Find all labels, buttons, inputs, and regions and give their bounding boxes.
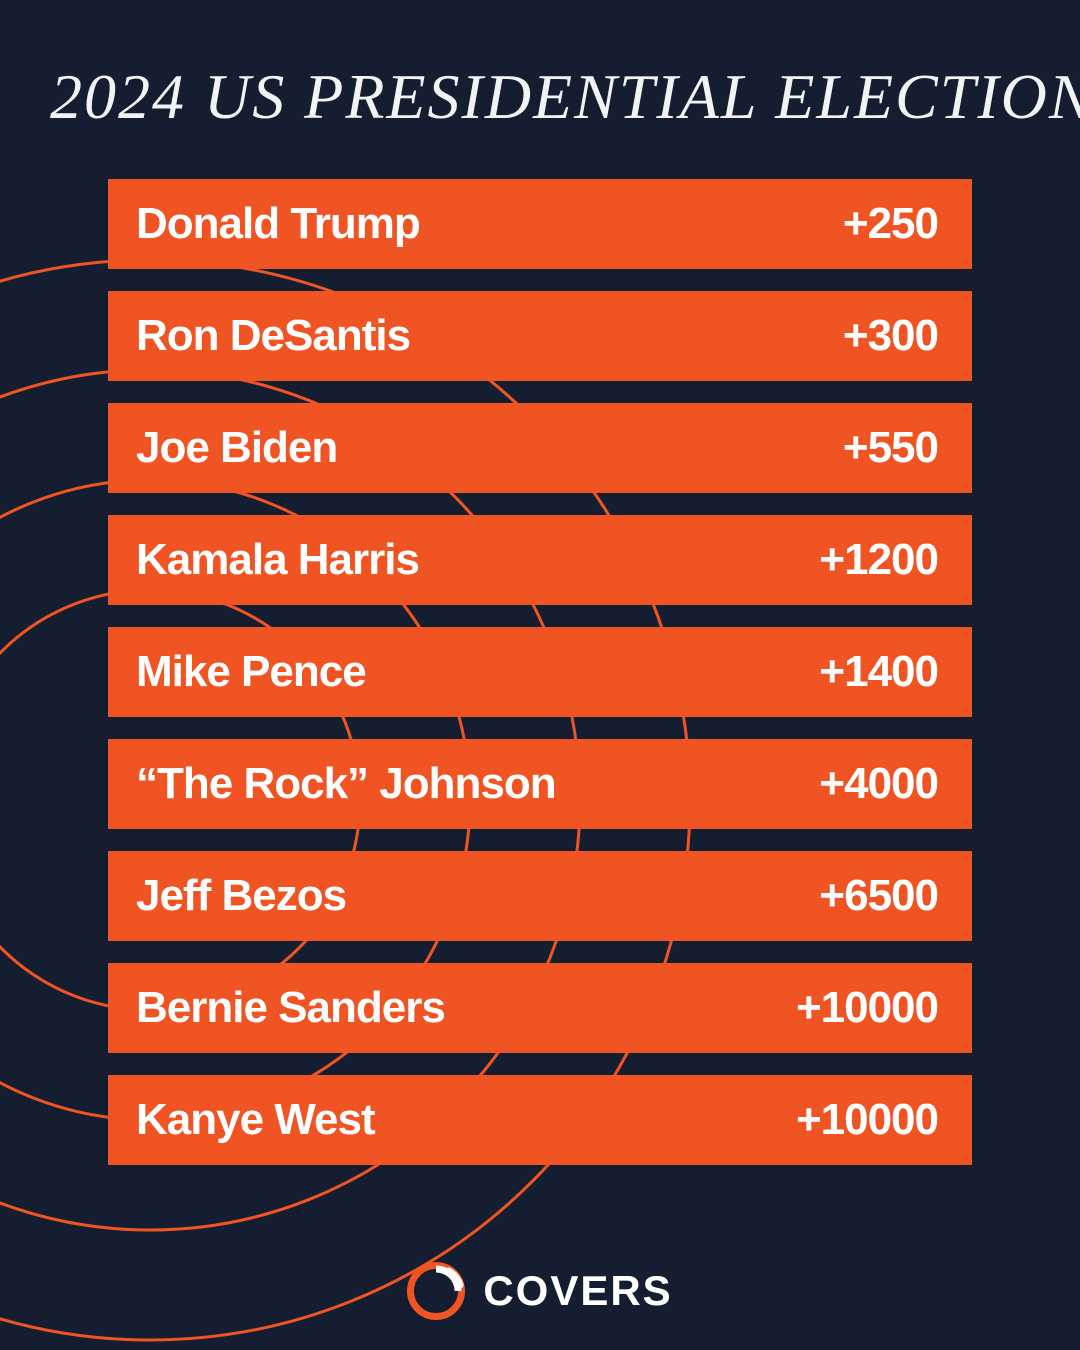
odds-row: Ron DeSantis +300 (108, 291, 972, 381)
odds-line: +1400 (819, 647, 938, 697)
odds-line: +6500 (819, 871, 938, 921)
odds-line: +10000 (796, 1095, 938, 1145)
odds-row: Kamala Harris +1200 (108, 515, 972, 605)
covers-logo-icon (407, 1262, 465, 1320)
odds-row: Jeff Bezos +6500 (108, 851, 972, 941)
candidate-name: Mike Pence (136, 647, 366, 697)
candidate-name: Kanye West (136, 1095, 375, 1145)
odds-line: +10000 (796, 983, 938, 1033)
odds-line: +250 (843, 199, 938, 249)
footer-brand: COVERS (483, 1267, 672, 1315)
candidate-name: Joe Biden (136, 423, 337, 473)
page-title: 2024 US PRESIDENTIAL ELECTION (50, 60, 1030, 134)
footer: COVERS (50, 1222, 1030, 1320)
candidate-name: Kamala Harris (136, 535, 419, 585)
odds-row: Joe Biden +550 (108, 403, 972, 493)
odds-line: +1200 (819, 535, 938, 585)
candidate-name: Donald Trump (136, 199, 420, 249)
odds-row: Donald Trump +250 (108, 179, 972, 269)
odds-row: “The Rock” Johnson +4000 (108, 739, 972, 829)
candidate-name: Ron DeSantis (136, 311, 410, 361)
candidate-name: Jeff Bezos (136, 871, 346, 921)
candidate-name: “The Rock” Johnson (136, 759, 556, 809)
odds-row: Kanye West +10000 (108, 1075, 972, 1165)
odds-line: +550 (843, 423, 938, 473)
odds-row: Mike Pence +1400 (108, 627, 972, 717)
odds-table: Donald Trump +250 Ron DeSantis +300 Joe … (50, 179, 1030, 1165)
odds-row: Bernie Sanders +10000 (108, 963, 972, 1053)
infographic-container: 2024 US PRESIDENTIAL ELECTION Donald Tru… (0, 0, 1080, 1350)
odds-line: +4000 (819, 759, 938, 809)
odds-line: +300 (843, 311, 938, 361)
candidate-name: Bernie Sanders (136, 983, 445, 1033)
